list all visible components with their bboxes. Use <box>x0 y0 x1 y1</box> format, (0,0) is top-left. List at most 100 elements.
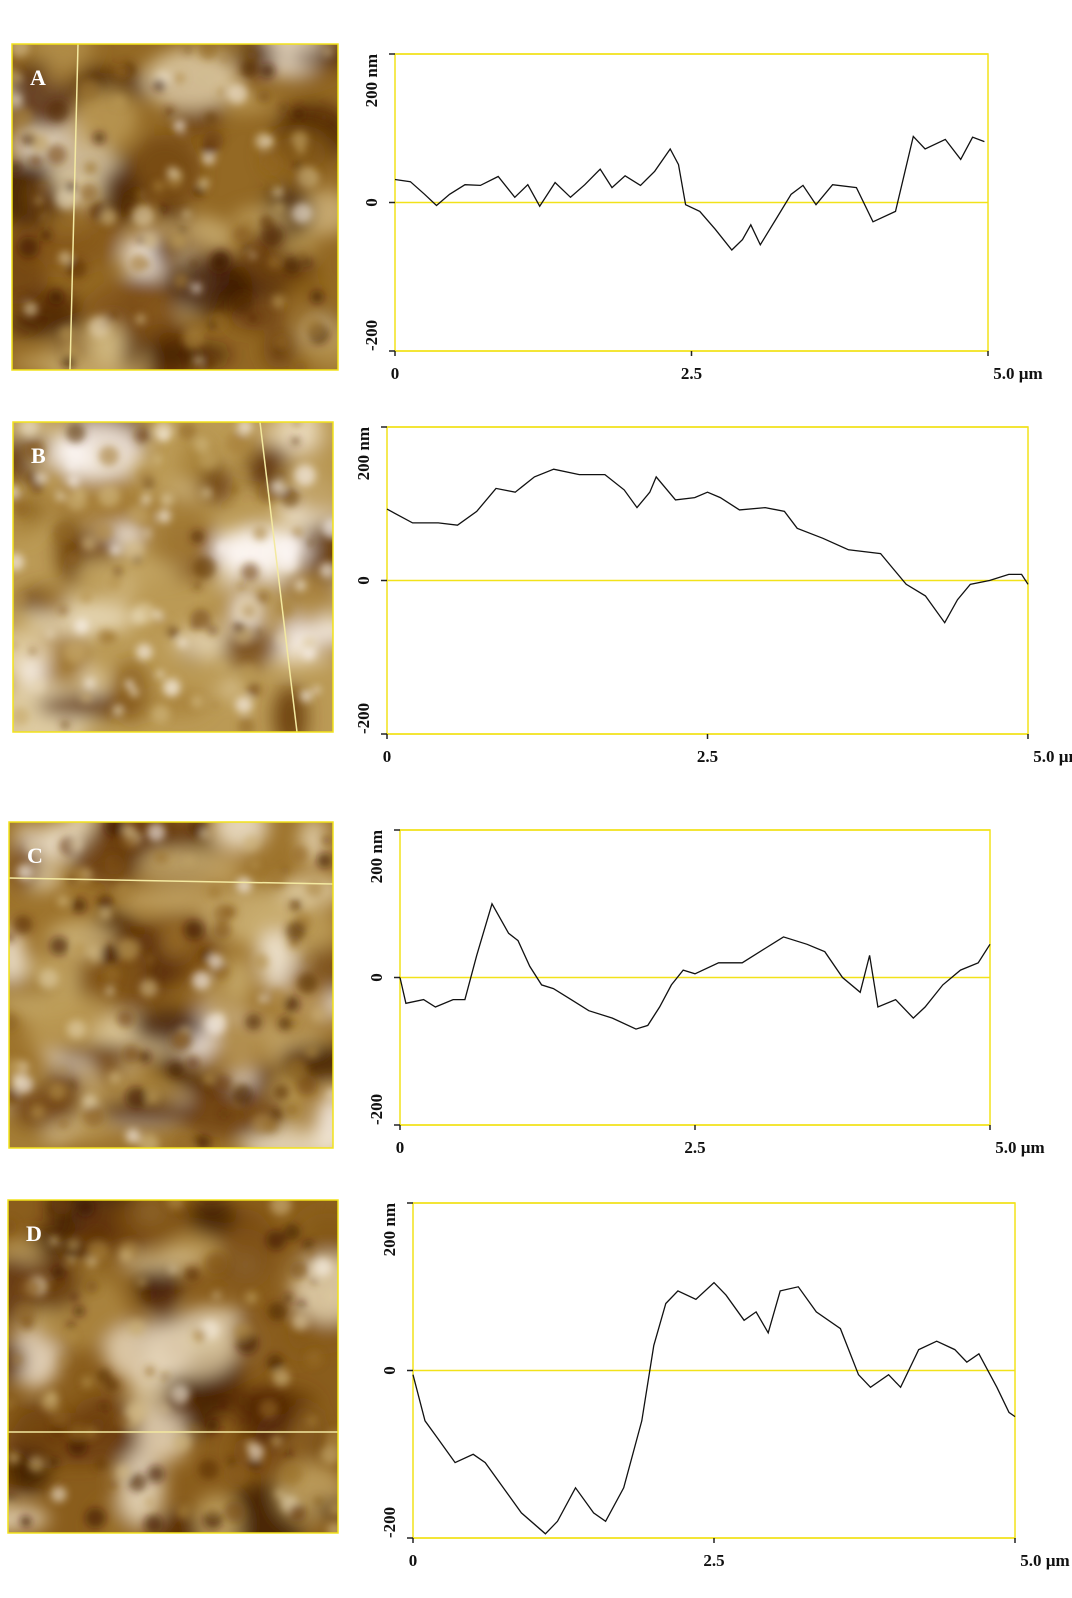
afm-grain-dot <box>213 963 230 980</box>
afm-grain-dot <box>259 214 274 230</box>
afm-grain-dot <box>292 887 300 894</box>
afm-grain-dot <box>326 1087 333 1101</box>
afm-grain <box>9 822 333 1148</box>
afm-blob <box>9 927 25 982</box>
afm-grain-dot <box>186 1056 200 1070</box>
afm-blob <box>95 1098 200 1126</box>
afm-blob <box>311 640 333 658</box>
afm-grain-dot <box>94 523 113 542</box>
afm-grain-dot <box>252 861 259 869</box>
afm-grain-dot <box>176 1504 191 1519</box>
afm-grain-dot <box>173 1132 194 1148</box>
afm-grain-dot <box>242 243 250 250</box>
profile-line <box>386 468 1029 624</box>
afm-grain-dot <box>193 436 210 453</box>
afm-grain-dot <box>67 1436 88 1457</box>
afm-grain-dot <box>85 957 95 967</box>
afm-grain-dot <box>104 854 125 875</box>
afm-grain-dot <box>73 1305 85 1317</box>
afm-grain-dot <box>135 643 153 661</box>
afm-grain-dot <box>29 154 43 168</box>
afm-grain-dot <box>159 204 169 213</box>
afm-grain-dot <box>198 44 218 60</box>
afm-grain-dot <box>310 1277 318 1285</box>
afm-grain-dot <box>294 579 307 592</box>
afm-grain-dot <box>297 1299 306 1308</box>
afm-grain-dot <box>203 1073 215 1085</box>
afm-blob <box>159 922 190 960</box>
afm-grain-dot <box>19 1515 32 1527</box>
afm-grain-dot <box>58 1118 70 1130</box>
afm-blob <box>134 1262 182 1309</box>
afm-grain-dot <box>152 454 163 465</box>
afm-blob <box>142 50 239 110</box>
afm-grain-dot <box>110 310 119 319</box>
x-tick-label: 5.0 µm <box>1020 1551 1069 1570</box>
afm-grain-dot <box>13 706 30 727</box>
afm-grain-dot <box>87 1240 109 1262</box>
afm-grain-dot <box>35 197 43 205</box>
afm-grain-dot <box>99 1402 109 1411</box>
afm-grain-dot <box>192 185 205 197</box>
afm-grain-dot <box>116 65 129 78</box>
afm-blob <box>42 214 92 237</box>
afm-grain-dot <box>313 1257 332 1277</box>
afm-grain-dot <box>12 69 19 82</box>
afm-grain-dot <box>173 119 186 133</box>
afm-grain-dot <box>193 582 201 590</box>
afm-grain-dot <box>297 166 319 188</box>
afm-grain-dot <box>74 945 85 956</box>
afm-grain-dot <box>180 132 188 140</box>
afm-grain-dot <box>77 78 100 101</box>
afm-grain-dot <box>286 1058 308 1079</box>
afm-grain-dot <box>153 180 165 192</box>
afm-grain-dot <box>270 1435 283 1447</box>
afm-grain-dot <box>136 467 155 486</box>
afm-grain-dot <box>12 44 30 58</box>
scan-line <box>8 877 334 885</box>
afm-grain-dot <box>82 1094 97 1109</box>
afm-grain-dot <box>116 1464 131 1479</box>
afm-grain-dot <box>259 63 276 79</box>
afm-grain-dot <box>258 1399 279 1419</box>
afm-grain-dot <box>276 632 290 645</box>
afm-grain-dot <box>166 625 179 638</box>
afm-blob <box>51 422 143 479</box>
afm-grain-dot <box>16 595 26 604</box>
afm-grain-dot <box>67 462 76 471</box>
afm-grain-dot <box>8 1501 14 1510</box>
afm-blob <box>273 685 308 732</box>
afm-grain-dot <box>12 106 33 127</box>
x-tick-label: 2.5 <box>684 1138 705 1157</box>
afm-grain-dot <box>23 301 39 317</box>
afm-grain-dot <box>45 1390 58 1403</box>
afm-grain-dot <box>8 1400 13 1407</box>
afm-grain-dot <box>329 1502 338 1517</box>
afm-grain-dot <box>237 598 259 621</box>
afm-blob <box>303 189 338 236</box>
afm-grain-dot <box>68 1332 77 1341</box>
panel-letter: D <box>26 1221 42 1246</box>
afm-grain-dot <box>230 485 238 494</box>
afm-grain-dot <box>151 704 170 723</box>
afm-blob <box>130 1008 208 1045</box>
afm-grain-dot <box>153 78 166 92</box>
afm-grain-dot <box>271 185 285 199</box>
afm-grain-dot <box>12 162 22 174</box>
afm-grain-dot <box>13 501 30 517</box>
afm-blob <box>15 658 47 687</box>
afm-grain-dot <box>104 312 112 320</box>
afm-grain-dot <box>30 480 44 494</box>
afm-grain-dot <box>8 1494 15 1503</box>
afm-grain-dot <box>211 249 231 270</box>
afm-grain-dot <box>305 1350 323 1367</box>
afm-grain-dot <box>125 541 144 560</box>
afm-grain-dot <box>241 562 260 581</box>
afm-blob <box>134 344 234 366</box>
afm-grain-dot <box>213 1074 233 1094</box>
afm-grain-dot <box>245 1013 262 1031</box>
afm-grain-dot <box>246 50 256 60</box>
afm-grain-dot <box>217 542 228 554</box>
afm-grain-dot <box>293 161 302 170</box>
afm-grain-dot <box>184 47 192 54</box>
